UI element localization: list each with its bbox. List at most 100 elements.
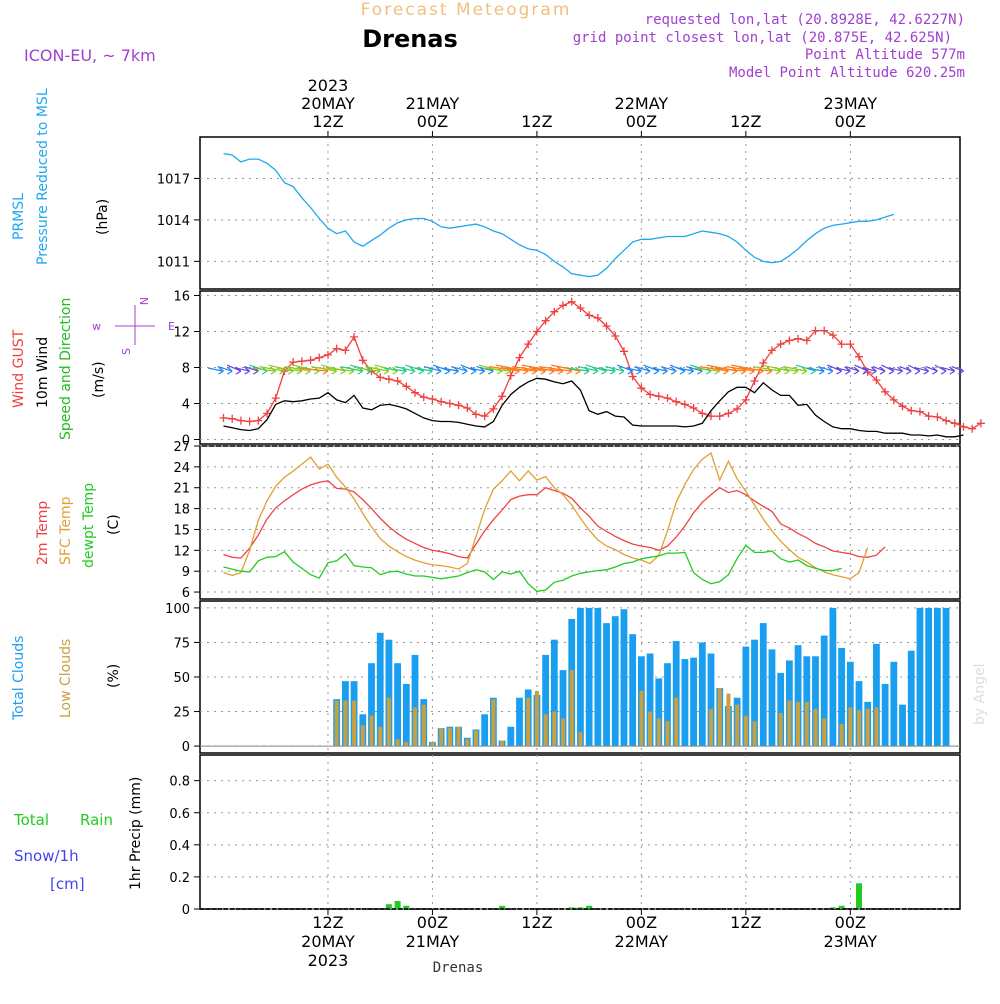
low-cloud-bar — [439, 728, 444, 747]
top-time-label: 20MAY — [301, 94, 355, 113]
gust-marker — [489, 404, 498, 413]
gust-marker — [689, 404, 698, 412]
compass-w: w — [92, 320, 101, 333]
t2m-label: 2m Temp — [35, 501, 51, 565]
compass-n: N — [137, 297, 150, 305]
panel-3: 0 25 50 75 100 — [165, 600, 961, 755]
gust-marker — [332, 344, 341, 353]
gust-marker — [228, 414, 237, 423]
wind-arrow — [889, 366, 903, 375]
y-tick-label: 12 — [173, 544, 190, 559]
gust-marker — [498, 392, 507, 401]
low-cloud-bar — [674, 697, 679, 747]
wind-arrow — [899, 366, 912, 375]
gust-marker — [315, 353, 324, 362]
wind-arrow — [208, 366, 224, 375]
total-cloud-bar — [907, 650, 915, 747]
total-cloud-bar — [873, 643, 880, 747]
gust-marker — [750, 377, 759, 385]
y-tick-label: 0 — [182, 740, 190, 755]
wind-arrow — [217, 366, 233, 375]
gust-marker — [741, 395, 750, 404]
low-cloud-bar — [717, 688, 722, 747]
low-cloud-bar — [848, 707, 853, 747]
gust-marker — [915, 407, 924, 416]
total-cloud-bar — [507, 726, 515, 747]
wind-arrow — [235, 366, 250, 375]
gust-marker — [933, 413, 942, 421]
top-time-label: 12Z — [730, 112, 761, 131]
rain-bar — [829, 907, 836, 909]
wind-arrow — [817, 366, 834, 375]
speed-dir-label: Speed and Direction — [58, 298, 74, 440]
bottom-time-label: 12Z — [521, 913, 552, 932]
series-prmsl — [223, 152, 894, 278]
low-cloud-bar — [839, 723, 844, 747]
gust-marker — [384, 375, 393, 384]
wind-arrow — [394, 366, 416, 375]
rain-bar — [568, 907, 575, 909]
low-cloud-bar — [421, 704, 426, 747]
wind-labels: Wind GUST 10m Wind Speed and Direction (… — [11, 297, 175, 440]
gust-marker — [942, 416, 951, 425]
gust-marker — [289, 358, 298, 367]
panel-4: 0 0.2 0.4 0.6 0.8 — [169, 754, 961, 918]
total-cloud-bar — [550, 639, 558, 747]
wind-arrow — [943, 366, 956, 375]
gust-marker — [532, 327, 541, 336]
compass-icon: w E N S — [92, 297, 175, 355]
low-cloud-bar — [561, 718, 566, 747]
low-cloud-bar — [543, 714, 548, 747]
bottom-time-label: 12Z — [730, 913, 761, 932]
gust-marker — [263, 409, 272, 418]
y-tick-label: 6 — [182, 586, 190, 601]
rain-bar — [838, 905, 845, 909]
total-cloud-bar — [481, 714, 489, 747]
location-title: Drenas — [362, 25, 458, 53]
wind-unit: (m/s) — [91, 361, 107, 398]
gust-marker — [297, 357, 306, 366]
y-tick-label: 9 — [182, 565, 190, 580]
gust-marker — [463, 404, 472, 412]
wind-arrow — [845, 366, 860, 375]
total-cloud-bar — [803, 656, 811, 747]
total-cloud-bar — [890, 661, 898, 747]
grid-coords: grid point closest lon,lat (20.875E, 42.… — [573, 30, 952, 46]
bottom-time-label: 00Z — [835, 913, 866, 932]
gust-marker — [506, 371, 515, 380]
wind-arrow — [783, 366, 808, 375]
gust-marker — [236, 416, 245, 425]
wind-arrow — [835, 366, 851, 375]
low-cloud-bar — [456, 726, 461, 747]
total-cloud-bar — [585, 607, 593, 747]
gust-marker — [898, 402, 907, 411]
rain-bar — [403, 905, 410, 909]
top-time-label: 22MAY — [615, 94, 669, 113]
gust-marker — [524, 340, 533, 349]
total-cloud-bar — [690, 657, 698, 747]
total-rain-label-1: Total — [13, 811, 49, 829]
y-tick-label: 50 — [173, 671, 190, 686]
dewpt-label: dewpt Temp — [81, 483, 97, 568]
y-tick-label: 0 — [182, 903, 190, 918]
low-cloud-bar — [665, 721, 670, 747]
gust-marker — [872, 376, 881, 385]
total-cloud-bar — [794, 645, 802, 747]
total-cloud-bar — [394, 663, 402, 747]
wind-arrow — [634, 366, 651, 375]
gust-marker — [541, 316, 550, 325]
gust-marker — [602, 322, 611, 331]
y-tick-label: 0 — [182, 434, 190, 449]
total-cloud-bar — [933, 607, 941, 747]
y-tick-label: 100 — [165, 602, 190, 617]
gust-marker — [855, 352, 864, 361]
low-cloud-bar — [639, 690, 644, 747]
total-cloud-bar — [603, 623, 610, 747]
total-clouds-label: Total Clouds — [11, 636, 27, 721]
compass-e: E — [168, 320, 175, 333]
gust-marker — [663, 394, 672, 403]
gust-marker — [907, 406, 916, 415]
gust-marker — [707, 412, 716, 421]
rain-bar — [394, 900, 401, 909]
low-cloud-bar — [569, 670, 574, 747]
